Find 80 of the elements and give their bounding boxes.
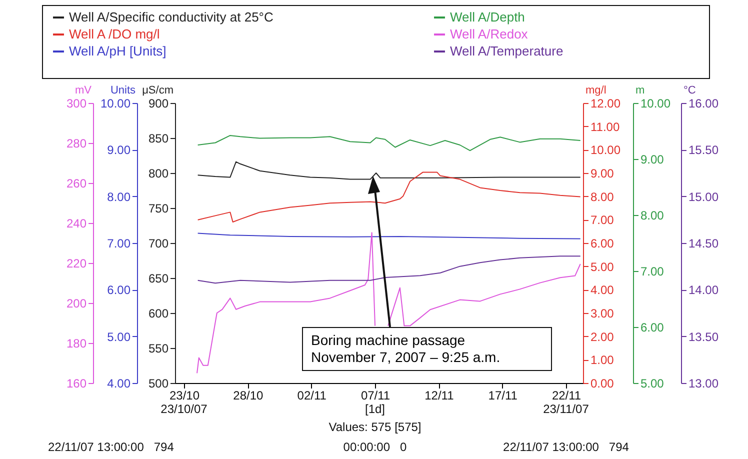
text: [1d] <box>364 402 386 416</box>
y2-tick-label: 6.00 <box>640 320 664 334</box>
text: 00:00:00 0 <box>343 440 407 454</box>
y2-tick-label: 9.00 <box>590 166 614 180</box>
y-tick-label: 160 <box>66 376 87 390</box>
y-tick-label: 220 <box>66 256 87 270</box>
y-tick-label: 7.00 <box>107 236 131 250</box>
legend-label: Well A /DO mg/l <box>69 26 160 42</box>
x-tick-label: 22/11 <box>552 388 582 402</box>
legend-label: Well A/Depth <box>450 10 525 24</box>
y3-tick-label: 900 <box>148 96 169 110</box>
y2-tick-label: 1.00 <box>590 353 614 368</box>
y-tick-label: 8.00 <box>107 190 131 204</box>
x-tick-label: 12/11 <box>424 388 454 402</box>
y3-tick-label: 750 <box>148 202 169 216</box>
y3-tick-label: 14.50 <box>688 236 719 250</box>
y2-tick-label: 7.00 <box>640 264 664 278</box>
line-series <box>197 256 581 284</box>
y-tick-label: 280 <box>66 136 87 150</box>
y2-tick-label: 11.00 <box>590 120 620 134</box>
y2-axis-title: m <box>636 84 645 96</box>
y3-tick-label: 600 <box>148 306 169 320</box>
y2-tick-label: 10.00 <box>640 96 671 110</box>
y-tick-label: 180 <box>66 336 87 350</box>
y3-tick-label: 550 <box>148 342 169 356</box>
x-tick-label: 02/11 <box>297 388 327 402</box>
y2-tick-label: 4.00 <box>590 283 614 298</box>
legend-label: Well A/Redox <box>450 26 528 42</box>
x-tick-label: 17/11 <box>488 388 518 402</box>
y2-tick-label: 9.00 <box>640 152 664 166</box>
y-axis-title: Units <box>110 84 136 96</box>
y-tick-label: 300 <box>66 96 87 110</box>
x-tick-label: 28/10 <box>233 388 264 402</box>
y2-tick-label: 10.00 <box>590 143 621 158</box>
legend-label: Well A/Specific conductivity at 25°C <box>69 10 274 24</box>
y3-tick-label: 13.50 <box>688 330 719 344</box>
y3-tick-label: 15.00 <box>688 190 719 204</box>
y3-tick-label: 16.00 <box>688 96 719 110</box>
legend-label: Well A/pH [Units] <box>69 44 166 58</box>
y3-axis-title: μS/cm <box>142 84 174 96</box>
y-tick-label: 6.00 <box>107 283 131 298</box>
legend-label: Well A/Temperature <box>450 44 564 58</box>
y3-tick-label: 500 <box>148 376 169 390</box>
text: 22/11/07 13:00:00 794 <box>48 440 174 454</box>
y3-tick-label: 13.00 <box>688 376 719 390</box>
text: 23/11/07 <box>543 402 589 416</box>
text: 23/10/07 <box>160 402 208 416</box>
y3-tick-label: 800 <box>148 166 169 180</box>
line-series <box>197 134 581 152</box>
y3-tick-label: 850 <box>148 132 169 146</box>
y2-tick-label: 5.00 <box>640 376 664 390</box>
x-tick-label: 23/10 <box>170 388 200 402</box>
y2-tick-label: 8.00 <box>590 190 614 204</box>
y2-tick-label: 6.00 <box>590 236 614 250</box>
x-tick-label: 07/11 <box>360 388 390 402</box>
y-tick-label: 240 <box>66 216 87 230</box>
y3-axis-title: °C <box>684 84 696 96</box>
text: Values: 575 [575] <box>328 420 422 434</box>
y2-tick-label: 2.00 <box>590 330 614 344</box>
annotation: Boring machine passage November 7, 2007 – 9:25 a.m. <box>302 327 552 371</box>
y2-tick-label: 5.00 <box>590 260 614 274</box>
y-tick-label: 200 <box>66 296 87 310</box>
y2-axis-title: mg/l <box>586 84 606 96</box>
y-tick-label: 10.00 <box>100 96 131 110</box>
y2-tick-label: 3.00 <box>590 306 614 320</box>
y-tick-label: 260 <box>66 176 87 190</box>
y-axis-title: mV <box>75 84 92 96</box>
y2-tick-label: 12.00 <box>590 96 621 110</box>
y2-tick-label: 0.00 <box>590 376 614 390</box>
y3-tick-label: 15.50 <box>688 143 719 158</box>
line-series <box>197 172 581 222</box>
text: 22/11/07 13:00:00 794 <box>503 440 629 454</box>
y-tick-label: 9.00 <box>107 143 131 158</box>
y3-tick-label: 650 <box>148 272 169 286</box>
y2-tick-label: 7.00 <box>590 213 614 228</box>
y-tick-label: 5.00 <box>107 330 131 344</box>
y3-tick-label: 700 <box>148 236 169 250</box>
y3-tick-label: 14.00 <box>688 283 719 298</box>
y2-tick-label: 8.00 <box>640 208 664 222</box>
y-tick-label: 4.00 <box>107 376 131 390</box>
